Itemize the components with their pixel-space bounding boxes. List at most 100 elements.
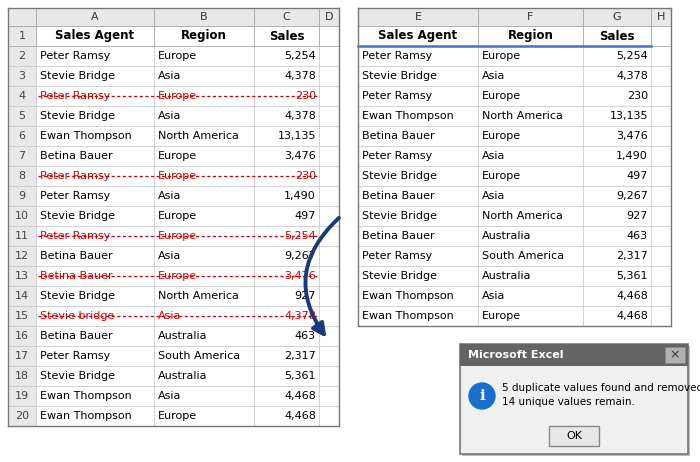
Text: 3,476: 3,476: [616, 131, 648, 141]
Bar: [583, 306, 651, 326]
Text: 9,267: 9,267: [616, 191, 648, 201]
Bar: [154, 406, 254, 426]
Bar: [478, 166, 583, 186]
Text: G: G: [612, 12, 622, 22]
Text: 2: 2: [18, 51, 26, 61]
Bar: [358, 226, 478, 246]
Text: North America: North America: [482, 111, 563, 121]
Text: Europe: Europe: [482, 171, 521, 181]
Text: Betina Bauer: Betina Bauer: [362, 131, 435, 141]
Bar: [8, 366, 36, 386]
Text: 5,361: 5,361: [617, 271, 648, 281]
Bar: [254, 386, 319, 406]
Text: H: H: [657, 12, 665, 22]
Bar: [651, 286, 671, 306]
Text: 20: 20: [15, 411, 29, 421]
Bar: [358, 146, 478, 166]
Bar: [254, 166, 319, 186]
Text: Asia: Asia: [158, 111, 181, 121]
Bar: [8, 206, 36, 226]
Bar: [154, 306, 254, 326]
Bar: [651, 126, 671, 146]
Text: 12: 12: [15, 251, 29, 261]
Text: 4,468: 4,468: [284, 411, 316, 421]
Text: 3,476: 3,476: [284, 151, 316, 161]
Bar: [154, 46, 254, 66]
Bar: [583, 266, 651, 286]
Text: Europe: Europe: [482, 91, 521, 101]
Text: Asia: Asia: [158, 71, 181, 81]
Bar: [36, 386, 154, 406]
Text: B: B: [200, 12, 208, 22]
Bar: [154, 246, 254, 266]
Bar: [358, 206, 478, 226]
Bar: [319, 86, 339, 106]
Text: E: E: [414, 12, 421, 22]
Bar: [254, 346, 319, 366]
Bar: [319, 126, 339, 146]
Text: Stevie Bridge: Stevie Bridge: [40, 71, 115, 81]
Bar: [319, 46, 339, 66]
Bar: [36, 326, 154, 346]
Bar: [651, 146, 671, 166]
Bar: [154, 326, 254, 346]
Text: North America: North America: [158, 291, 239, 301]
Text: 7: 7: [18, 151, 26, 161]
Bar: [358, 26, 478, 46]
Bar: [254, 8, 319, 26]
Bar: [36, 46, 154, 66]
Bar: [8, 106, 36, 126]
Text: Stevie bridge: Stevie bridge: [40, 311, 114, 321]
Bar: [358, 166, 478, 186]
Bar: [254, 286, 319, 306]
Text: Stevie Bridge: Stevie Bridge: [362, 171, 437, 181]
Text: Europe: Europe: [482, 131, 521, 141]
Bar: [36, 266, 154, 286]
Text: Europe: Europe: [482, 51, 521, 61]
Bar: [478, 146, 583, 166]
Bar: [549, 426, 599, 446]
Text: Peter Ramsy: Peter Ramsy: [362, 251, 433, 261]
Bar: [319, 106, 339, 126]
Bar: [8, 226, 36, 246]
Bar: [154, 106, 254, 126]
Bar: [154, 386, 254, 406]
Bar: [478, 86, 583, 106]
Text: Ewan Thompson: Ewan Thompson: [362, 311, 454, 321]
Bar: [478, 26, 583, 46]
Bar: [651, 226, 671, 246]
Text: Europe: Europe: [158, 211, 197, 221]
Bar: [583, 46, 651, 66]
Bar: [319, 366, 339, 386]
Text: 17: 17: [15, 351, 29, 361]
Text: Asia: Asia: [158, 191, 181, 201]
Bar: [358, 306, 478, 326]
Text: Sales: Sales: [599, 30, 635, 43]
Bar: [319, 246, 339, 266]
Bar: [154, 226, 254, 246]
Text: 1,490: 1,490: [616, 151, 648, 161]
Text: Stevie Bridge: Stevie Bridge: [40, 291, 115, 301]
Bar: [254, 186, 319, 206]
Bar: [8, 266, 36, 286]
Bar: [651, 266, 671, 286]
Text: 13,135: 13,135: [610, 111, 648, 121]
Text: Ewan Thompson: Ewan Thompson: [362, 111, 454, 121]
Text: 497: 497: [295, 211, 316, 221]
Bar: [154, 126, 254, 146]
Bar: [478, 8, 583, 26]
Bar: [478, 286, 583, 306]
Bar: [319, 406, 339, 426]
Text: 4,468: 4,468: [284, 391, 316, 401]
Bar: [478, 226, 583, 246]
Text: Ewan Thompson: Ewan Thompson: [40, 391, 132, 401]
Bar: [358, 46, 478, 66]
Bar: [8, 8, 36, 26]
Bar: [319, 26, 339, 46]
Bar: [154, 286, 254, 306]
Text: OK: OK: [566, 431, 582, 441]
Text: South America: South America: [158, 351, 240, 361]
Text: 11: 11: [15, 231, 29, 241]
Bar: [8, 386, 36, 406]
Text: Betina Bauer: Betina Bauer: [40, 251, 113, 261]
